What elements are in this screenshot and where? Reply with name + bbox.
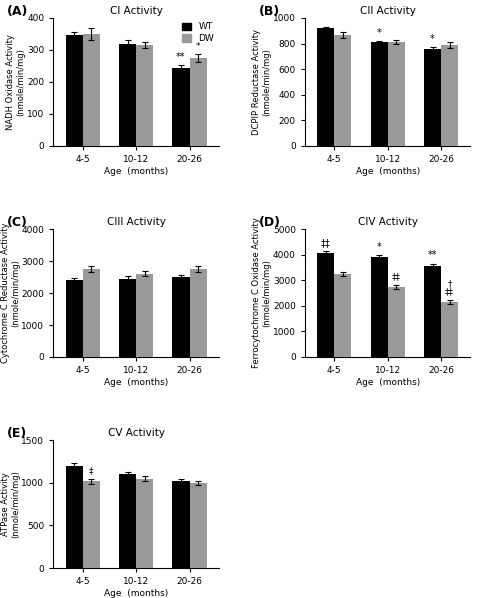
Bar [136, 478, 153, 568]
Text: (B): (B) [258, 5, 279, 18]
Text: (A): (A) [7, 5, 29, 18]
X-axis label: Age  (months): Age (months) [355, 167, 419, 176]
Legend: WT, DW: WT, DW [182, 23, 214, 43]
Bar [65, 280, 83, 357]
Bar [317, 254, 333, 357]
Bar [440, 45, 457, 146]
X-axis label: Age  (months): Age (months) [104, 589, 168, 598]
Bar [119, 279, 136, 357]
Bar [172, 481, 189, 568]
Y-axis label: Ferrocytochrome C Oxidase Activity
(nmole/min/mg): Ferrocytochrome C Oxidase Activity (nmol… [252, 218, 271, 368]
Text: *: * [429, 33, 434, 44]
Bar [189, 483, 206, 568]
Title: CIII Activity: CIII Activity [106, 217, 165, 227]
Text: *: * [196, 42, 200, 51]
Bar [387, 42, 404, 146]
Bar [317, 28, 333, 146]
Text: **: ** [176, 52, 185, 62]
Bar [172, 68, 189, 146]
X-axis label: Age  (months): Age (months) [104, 167, 168, 176]
Text: *: * [376, 242, 381, 252]
Text: (D): (D) [258, 216, 280, 229]
Bar [172, 277, 189, 357]
Y-axis label: Cytochrome C Reductase Activity
(nmole/min/mg): Cytochrome C Reductase Activity (nmole/m… [0, 223, 20, 363]
Bar [370, 42, 387, 146]
Bar [65, 35, 83, 146]
Y-axis label: DCPIP Reductase Activity
(nmole/min/mg): DCPIP Reductase Activity (nmole/min/mg) [252, 29, 271, 135]
Y-axis label: ATPase Activity
(nmole/min/mg): ATPase Activity (nmole/min/mg) [0, 470, 20, 538]
Bar [119, 474, 136, 568]
Bar [423, 266, 440, 357]
Bar [440, 302, 457, 357]
X-axis label: Age  (months): Age (months) [104, 378, 168, 387]
Text: **: ** [427, 251, 437, 260]
Bar [83, 34, 100, 146]
Text: ‡‡: ‡‡ [320, 238, 330, 248]
Bar [83, 481, 100, 568]
Bar [189, 269, 206, 357]
Bar [83, 269, 100, 357]
Text: *: * [376, 28, 381, 38]
Bar [65, 466, 83, 568]
Title: CV Activity: CV Activity [107, 428, 164, 438]
Text: †
‡‡: † ‡‡ [444, 279, 453, 297]
Bar [136, 45, 153, 146]
Title: CIV Activity: CIV Activity [357, 217, 417, 227]
Bar [136, 274, 153, 357]
Y-axis label: NADH Oxidase Activity
(nmole/min/mg): NADH Oxidase Activity (nmole/min/mg) [6, 34, 26, 130]
Bar [333, 35, 351, 146]
Text: ‡: ‡ [89, 466, 93, 475]
Title: CI Activity: CI Activity [109, 6, 162, 16]
Bar [333, 274, 351, 357]
Bar [119, 44, 136, 146]
Text: (C): (C) [7, 216, 28, 229]
Bar [370, 257, 387, 357]
Text: (E): (E) [7, 428, 27, 440]
Bar [423, 49, 440, 146]
X-axis label: Age  (months): Age (months) [355, 378, 419, 387]
Title: CII Activity: CII Activity [359, 6, 415, 16]
Bar [387, 286, 404, 357]
Text: ‡‡: ‡‡ [391, 272, 400, 282]
Bar [189, 58, 206, 146]
